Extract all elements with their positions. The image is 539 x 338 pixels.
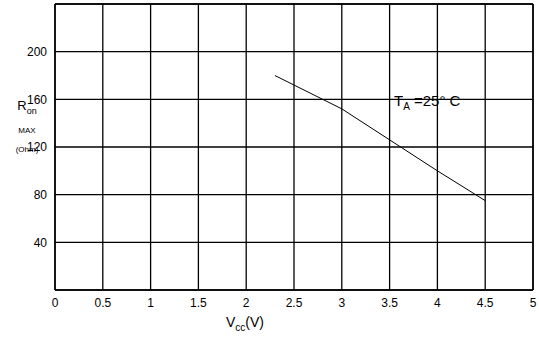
svg-text:3: 3 <box>338 296 345 310</box>
svg-text:1.5: 1.5 <box>190 296 207 310</box>
svg-text:3.5: 3.5 <box>381 296 398 310</box>
svg-text:1: 1 <box>147 296 154 310</box>
svg-text:0.5: 0.5 <box>94 296 111 310</box>
svg-text:80: 80 <box>34 188 48 202</box>
svg-text:4: 4 <box>434 296 441 310</box>
svg-text:0: 0 <box>52 296 59 310</box>
svg-text:4.5: 4.5 <box>477 296 494 310</box>
svg-text:2: 2 <box>243 296 250 310</box>
svg-text:5: 5 <box>530 296 531 310</box>
svg-text:200: 200 <box>27 45 47 59</box>
svg-text:2.5: 2.5 <box>286 296 303 310</box>
svg-text:160: 160 <box>27 93 47 107</box>
svg-text:40: 40 <box>34 236 48 250</box>
